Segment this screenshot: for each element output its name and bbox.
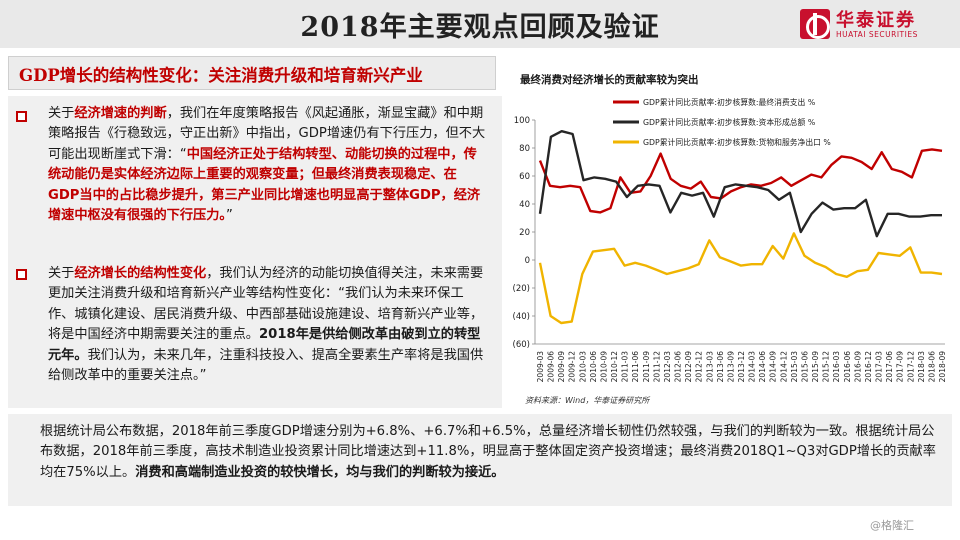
x-tick-label: 2018-03 xyxy=(917,351,926,383)
text-run: ，我们认为经济的动能切换值得关注，未来需要更加关注消费升级和培育新兴产业等结构性… xyxy=(48,266,484,343)
x-tick-label: 2015-06 xyxy=(800,351,809,383)
x-tick-label: 2014-06 xyxy=(758,351,767,383)
x-tick-label: 2017-09 xyxy=(896,351,905,383)
logo-text-en: HUATAI SECURITIES xyxy=(836,30,918,39)
chart-area: 最终消费对经济增长的贡献率较为突出 100 80 60 40 20 0 (20) (40) (6… xyxy=(505,64,955,409)
bullet-square-icon xyxy=(16,111,27,122)
text-run: 关于 xyxy=(48,266,75,281)
watermark: @格隆汇 xyxy=(870,519,914,532)
x-tick-label: 2011-03 xyxy=(621,351,630,383)
text-run: 根据统计局公布数据，2018年前三季度GDP增速分别为+6.8%、+6.7%和+… xyxy=(40,424,936,480)
text-run: 经济增长的结构性变化 xyxy=(74,266,207,281)
y-tick-label: 20 xyxy=(519,228,530,238)
x-tick-label: 2014-03 xyxy=(748,351,757,383)
y-tick-label: 0 xyxy=(525,256,530,266)
page-title: 2018年主要观点回顾及验证 xyxy=(300,12,660,43)
x-tick-label: 2010-12 xyxy=(610,351,619,383)
y-tick-label: (20) xyxy=(513,284,530,294)
x-tick-label: 2017-12 xyxy=(906,351,915,383)
series-line-2 xyxy=(538,232,943,325)
x-tick-label: 2018-06 xyxy=(927,351,936,383)
legend-label: GDP累计同比贡献率:初步核算数:最终消费支出 % xyxy=(643,97,815,107)
x-tick-label: 2015-03 xyxy=(790,351,799,383)
x-tick-label: 2016-03 xyxy=(832,351,841,383)
x-tick-label: 2013-12 xyxy=(737,351,746,383)
x-tick-label: 2016-12 xyxy=(864,351,873,383)
left-text-panel xyxy=(8,96,502,408)
x-tick-label: 2010-06 xyxy=(589,351,598,383)
x-tick-label: 2016-06 xyxy=(843,351,852,383)
y-tick-label: 40 xyxy=(519,200,530,210)
x-tick-label: 2018-09 xyxy=(938,351,947,383)
subtitle-box: GDP增长的结构性变化：关注消费升级和培育新兴产业 xyxy=(8,56,496,90)
series-line-0 xyxy=(538,148,943,214)
x-tick-label: 2009-03 xyxy=(536,351,545,383)
paragraph-structural-change: 关于经济增长的结构性变化，我们认为经济的动能切换值得关注，未来需要更加关注消费升… xyxy=(48,264,488,386)
x-tick-label: 2009-12 xyxy=(568,351,577,383)
text-run: 关于 xyxy=(48,106,75,121)
x-tick-label: 2010-09 xyxy=(599,351,608,383)
x-tick-label: 2012-12 xyxy=(695,351,704,383)
text-run: 中国经济正处于结构转型、动能切换的过程中，传统动能仍是实体经济边际上重要的观察变… xyxy=(48,146,481,224)
chart-source: 资料来源：Wind，华泰证券研究所 xyxy=(525,396,650,405)
x-tick-label: 2012-03 xyxy=(663,351,672,383)
x-tick-label: 2017-06 xyxy=(885,351,894,383)
x-tick-label: 2015-12 xyxy=(822,351,831,383)
x-tick-label: 2012-06 xyxy=(674,351,683,383)
paragraph-verification: 根据统计局公布数据，2018年前三季度GDP增速分别为+6.8%、+6.7%和+… xyxy=(40,422,945,483)
text-run: 2018年是供给侧改革由破到立的转型元年。 xyxy=(48,327,481,363)
x-tick-label: 2016-09 xyxy=(853,351,862,383)
text-run: ，我们在年度策略报告《风起通胀，渐显宝藏》和中期策略报告《行稳致远，守正出新》中… xyxy=(48,106,486,162)
x-tick-label: 2010-03 xyxy=(578,351,587,383)
chart-title: 最终消费对经济增长的贡献率较为突出 xyxy=(520,74,699,86)
x-tick-label: 2011-12 xyxy=(652,351,661,383)
y-tick-label: 100 xyxy=(514,116,530,126)
series-line-1 xyxy=(538,129,942,238)
logo-mark-icon xyxy=(800,9,830,39)
legend-label: GDP累计同比贡献率:初步核算数:货物和服务净出口 % xyxy=(643,137,831,147)
text-run: 消费和高端制造业投资的较快增长，均与我们的判断较为接近。 xyxy=(135,464,505,480)
y-tick-label: 60 xyxy=(519,172,530,182)
y-tick-label: 80 xyxy=(519,144,530,154)
legend-label: GDP累计同比贡献率:初步核算数:资本形成总额 % xyxy=(643,117,815,127)
section-subtitle: GDP增长的结构性变化：关注消费升级和培育新兴产业 xyxy=(19,66,423,85)
paragraph-growth-judgement: 关于经济增速的判断，我们在年度策略报告《风起通胀，渐显宝藏》和中期策略报告《行稳… xyxy=(48,104,488,226)
x-tick-label: 2012-09 xyxy=(684,351,693,383)
bottom-text-panel xyxy=(8,414,952,506)
x-tick-label: 2013-03 xyxy=(705,351,714,383)
text-run: ” xyxy=(226,208,233,224)
x-tick-label: 2009-09 xyxy=(557,351,566,383)
logo-text-cn: 华泰证券 xyxy=(836,10,916,31)
x-tick-label: 2015-09 xyxy=(811,351,820,383)
x-tick-label: 2009-06 xyxy=(547,351,556,383)
bullet-square-icon xyxy=(16,269,27,280)
text-run: 经济增速的判断 xyxy=(74,106,167,121)
x-tick-label: 2011-06 xyxy=(631,351,640,383)
x-tick-label: 2017-03 xyxy=(875,351,884,383)
company-logo: 华泰证券 HUATAI SECURITIES xyxy=(800,8,950,42)
x-tick-label: 2013-09 xyxy=(726,351,735,383)
y-tick-label: (60) xyxy=(513,340,530,350)
x-tick-label: 2011-09 xyxy=(642,351,651,383)
x-tick-label: 2013-06 xyxy=(716,351,725,383)
y-tick-label: (40) xyxy=(513,312,530,322)
text-run: 我们认为，未来几年，注重科技投入、提高全要素生产率将是我国供给侧改革中的重要关注… xyxy=(48,347,484,384)
x-tick-label: 2014-12 xyxy=(779,351,788,383)
x-tick-label: 2014-09 xyxy=(769,351,778,383)
